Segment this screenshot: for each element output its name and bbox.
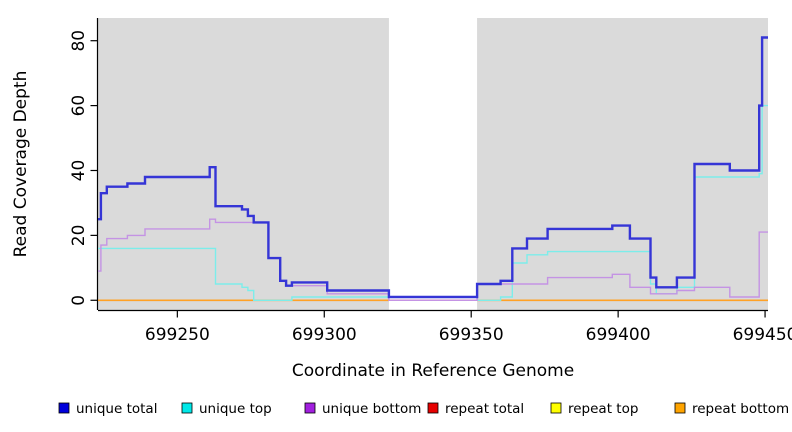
legend-label-unique-total: unique total — [76, 401, 157, 417]
legend-swatch-unique-total — [58, 402, 70, 414]
x-tick-label: 699400 — [586, 325, 651, 345]
legend-swatch-unique-top — [181, 402, 193, 414]
legend-label-repeat-total: repeat total — [445, 401, 524, 417]
legend-label-repeat-bottom: repeat bottom — [692, 401, 789, 417]
x-tick-label: 699300 — [292, 325, 357, 345]
legend-label-unique-top: unique top — [199, 401, 272, 417]
legend-swatch-repeat-bottom — [674, 402, 686, 414]
y-tick-label: 20 — [69, 225, 89, 247]
x-axis-title: Coordinate in Reference Genome — [292, 361, 574, 381]
legend-swatch-repeat-top — [550, 402, 562, 414]
coverage-gap-region — [388, 18, 478, 310]
legend-label-repeat-top: repeat top — [568, 401, 638, 417]
legend: unique total unique top unique bottom repea… — [58, 401, 789, 417]
legend-swatch-repeat-total — [427, 402, 439, 414]
y-tick-label: 0 — [69, 295, 89, 306]
legend-swatch-unique-bottom — [304, 402, 316, 414]
x-tick-label: 699450 — [733, 325, 792, 345]
y-tick-label: 40 — [69, 160, 89, 182]
x-tick-label: 699350 — [439, 325, 504, 345]
series-line-unique-total — [98, 36, 768, 299]
legend-label-unique-bottom: unique bottom — [322, 401, 421, 417]
y-tick-label: 80 — [69, 30, 89, 52]
x-tick-label: 699250 — [145, 325, 210, 345]
y-axis-title: Read Coverage Depth — [11, 71, 31, 258]
y-tick-label: 60 — [69, 95, 89, 117]
series-line-unique-bottom — [98, 218, 768, 301]
